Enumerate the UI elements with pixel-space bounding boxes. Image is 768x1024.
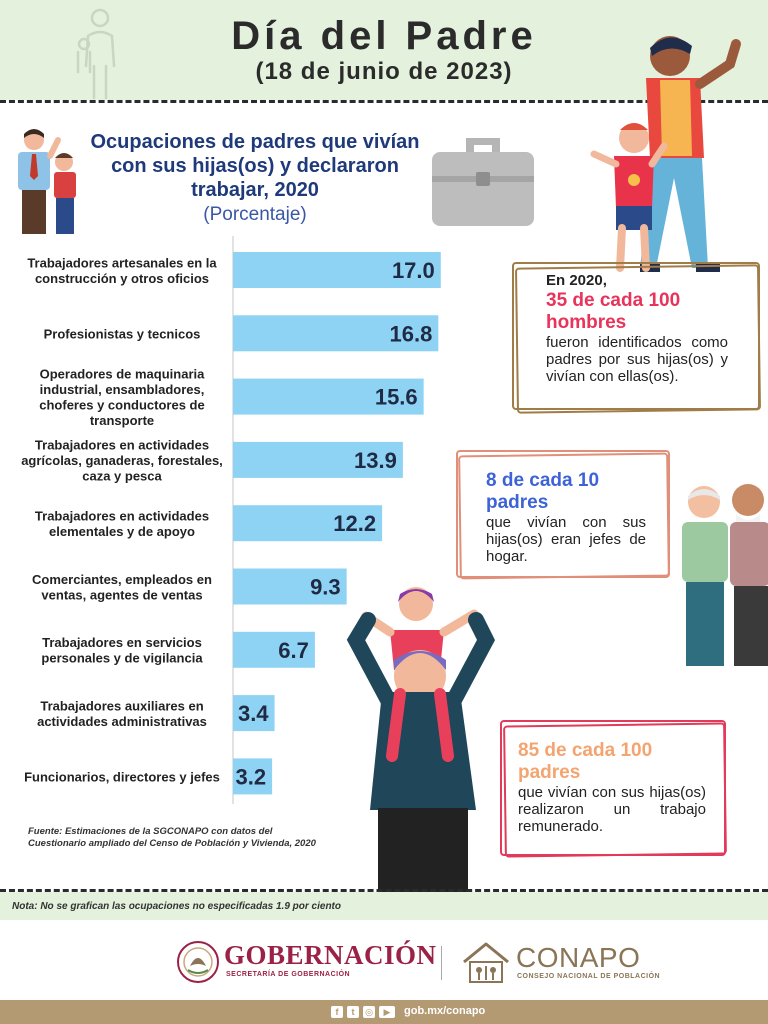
callout-text: fueron identificados como padres por sus…	[546, 334, 728, 385]
chart-category-label-line: choferes y conductores de	[39, 397, 204, 412]
chart-category-label-line: actividades administrativas	[37, 714, 207, 729]
callout-text: que vivían con sus hijas(os) eran jefes …	[486, 514, 646, 565]
mexico-coat-of-arms-icon	[177, 941, 219, 983]
callout-fathers-identified: En 2020, 35 de cada 100 hombres fueron i…	[512, 262, 762, 414]
page-title: Día del Padre	[231, 14, 537, 58]
chart-source: Fuente: Estimaciones de la SGCONAPO con …	[28, 826, 316, 849]
chart-subtitle: (Porcentaje)	[203, 204, 307, 225]
chart-bar	[233, 378, 424, 415]
gobernacion-logo-subtitle: SECRETARÍA DE GOBERNACIÓN	[226, 971, 351, 978]
chart-bar	[233, 315, 439, 352]
callout-text: que vivían con sus hijas(os) realizaron …	[518, 784, 706, 835]
chart-title: Ocupaciones de padres que vivían con sus…	[90, 131, 420, 201]
conapo-logo-subtitle: CONSEJO NACIONAL DE POBLACIÓN	[517, 973, 661, 980]
chart-value-label: 16.8	[390, 321, 433, 346]
gobernacion-logo-text: GOBERNACIÓN	[224, 940, 437, 970]
callout-frame	[512, 262, 760, 410]
chart-category-label: Trabajadores artesanales en la construcci…	[27, 255, 217, 286]
conapo-logo-text: CONAPO	[516, 942, 641, 973]
chart-bar	[233, 505, 383, 542]
chart-category-label-line: caza y pesca	[82, 468, 162, 483]
conapo-house-icon	[463, 942, 509, 983]
briefcase-icon	[432, 138, 534, 226]
grandparents-illustration	[682, 484, 768, 666]
chart-bar	[233, 695, 275, 732]
chart-category-label: Comerciantes, empleados en ventas, agente…	[32, 572, 212, 603]
note-bar	[0, 892, 768, 920]
chart-category-label: Trabajadores en actividades elementales y…	[35, 508, 209, 539]
logo-separator	[441, 946, 442, 980]
chart-category-label-line: elementales y de apoyo	[49, 524, 195, 539]
chart-category-label-line: industrial, ensambladores,	[40, 382, 205, 397]
chart-value-label: 15.6	[375, 385, 418, 410]
callout-frame	[456, 450, 670, 578]
chart-category-label: Trabajadores en servicios personales y de…	[41, 635, 203, 666]
callout-highlight: 35 de cada 100 hombres	[546, 290, 681, 333]
chart-value-label: 6.7	[278, 638, 309, 663]
chart-category-label: Trabajadores auxiliares en actividades ad…	[37, 698, 207, 729]
header-banner	[0, 0, 768, 100]
chart-bar	[233, 441, 403, 478]
chart-category-label-line: Funcionarios, directores y jefes	[24, 769, 220, 784]
chart-category-label-line: Comerciantes, empleados en	[32, 572, 212, 587]
father-son-illustration	[590, 36, 741, 272]
chart-category-label: Profesionistas y tecnicos	[44, 326, 201, 341]
chart-category-label-line: ventas, agentes de ventas	[41, 587, 202, 602]
chart-category-label-line: Profesionistas y tecnicos	[44, 326, 201, 341]
father-child-outline-icon	[76, 8, 116, 100]
chart-category-label: Funcionarios, directores y jefes	[24, 769, 220, 784]
chart-category-label-line: Trabajadores auxiliares en	[40, 698, 203, 713]
callout-highlight: 85 de cada 100 padres	[518, 740, 653, 783]
chart-value-label: 9.3	[310, 575, 341, 600]
chart-category-label-line: construcción y otros oficios	[35, 271, 209, 286]
chart-category-label-line: Trabajadores en actividades	[35, 437, 209, 452]
chart-note: Nota: No se grafican las ocupaciones no …	[12, 901, 341, 912]
chart-value-label: 12.2	[333, 511, 376, 536]
chart-category-label: Operadores de maquinaria industrial, ensa…	[39, 366, 205, 428]
callout-intro: En 2020,	[546, 272, 607, 289]
chart-bar	[233, 252, 441, 288]
callout-highlight: 8 de cada 10 padres	[486, 470, 600, 513]
chart-value-label: 3.2	[236, 764, 267, 789]
callout-frame	[500, 720, 726, 856]
twitter-icon[interactable]: t	[347, 1006, 359, 1018]
chart-value-label: 17.0	[392, 258, 435, 283]
chart-category-label-line: Operadores de maquinaria	[40, 366, 205, 381]
chart-category-label: Trabajadores en actividades agrícolas, ga…	[21, 437, 223, 483]
occupations-bar-chart: 17.0 Trabajadores artesanales en la constr…	[21, 236, 441, 804]
chart-bar	[233, 568, 347, 605]
chart-category-label-line: Trabajadores en actividades	[35, 508, 209, 523]
father-daughter-illustration	[346, 587, 496, 892]
chart-category-label-line: transporte	[90, 413, 154, 428]
chart-bar	[233, 631, 315, 668]
chart-category-label-line: Trabajadores artesanales en la	[27, 255, 217, 270]
chart-bar	[233, 758, 273, 795]
footer-url-link[interactable]: gob.mx/conapo	[404, 1005, 486, 1017]
header-divider	[0, 100, 768, 103]
callout-heads-of-household: 8 de cada 10 padres que vivían con sus h…	[456, 450, 672, 580]
note-divider	[0, 889, 768, 892]
callout-paid-work: 85 de cada 100 padres que vivían con sus…	[500, 720, 728, 858]
page-subtitle: (18 de junio de 2023)	[255, 58, 513, 85]
chart-value-label: 3.4	[238, 701, 269, 726]
chart-category-label-line: personales y de vigilancia	[41, 651, 203, 666]
facebook-icon[interactable]: f	[331, 1006, 343, 1018]
instagram-icon[interactable]: ◎	[363, 1006, 375, 1018]
chart-value-label: 13.9	[354, 448, 397, 473]
chart-category-label-line: Trabajadores en servicios	[42, 635, 202, 650]
chart-category-label-line: agrícolas, ganaderas, forestales,	[21, 453, 223, 468]
office-worker-illustration	[18, 129, 76, 234]
youtube-icon[interactable]: ▶	[379, 1006, 395, 1018]
